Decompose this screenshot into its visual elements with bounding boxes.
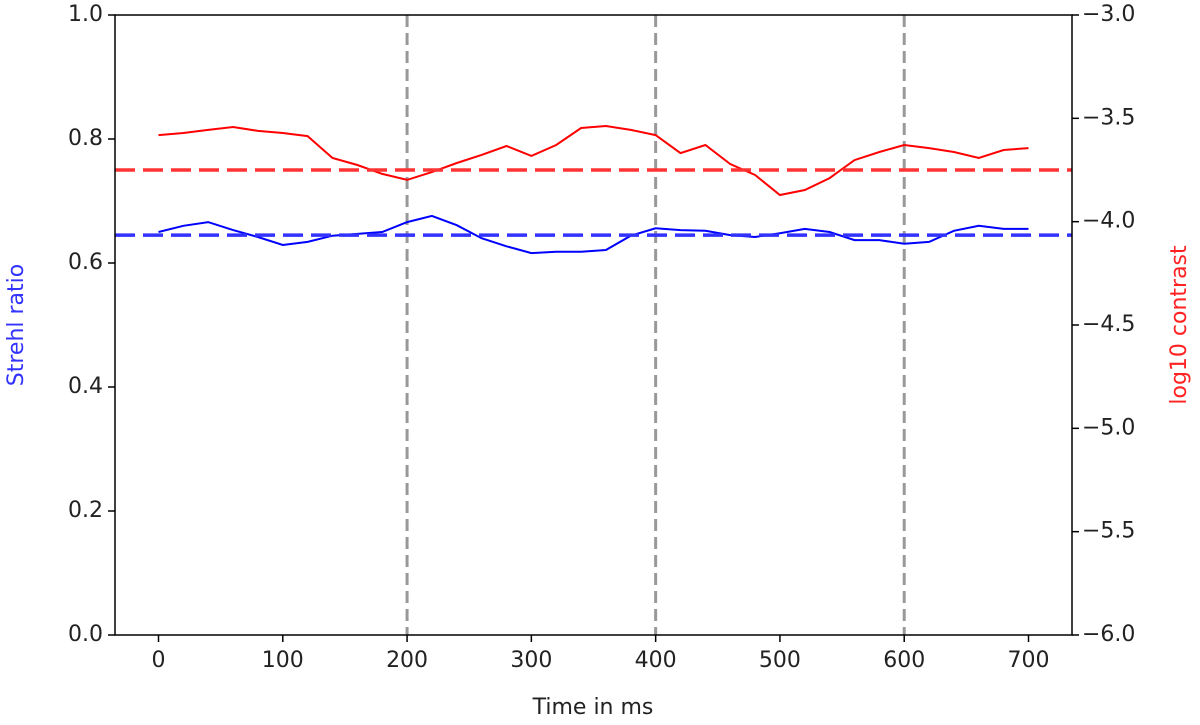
x-tick-label: 100 <box>262 648 304 673</box>
x-tick-label: 200 <box>386 648 428 673</box>
y-tick-label: 0.4 <box>68 374 103 399</box>
y-tick-label: 0.0 <box>68 622 103 647</box>
y-tick-label: 0.2 <box>68 498 103 523</box>
plot-frame <box>114 14 1073 636</box>
x-tick-label: 300 <box>510 648 552 673</box>
y2-tick-label: −5.5 <box>1082 519 1135 544</box>
y-tick-label: 1.0 <box>68 2 103 27</box>
y2-tick-label: −4.0 <box>1082 209 1135 234</box>
y2-tick-label: −4.5 <box>1082 312 1135 337</box>
y2-tick-label: −3.0 <box>1082 2 1135 27</box>
y2-tick-label: −6.0 <box>1082 622 1135 647</box>
x-tick-label: 400 <box>635 648 677 673</box>
data-line <box>158 214 1029 255</box>
x-axis-label: Time in ms <box>532 695 654 720</box>
y-tick-label: 0.8 <box>68 126 103 151</box>
x-tick-label: 700 <box>1008 648 1050 673</box>
y2-tick-label: −5.0 <box>1082 415 1135 440</box>
y-axis-label: Strehl ratio <box>4 264 29 386</box>
data-line <box>158 124 1029 197</box>
x-tick-label: 500 <box>759 648 801 673</box>
y2-axis-label: log10 contrast <box>1167 245 1192 405</box>
x-tick-label: 0 <box>152 648 166 673</box>
y2-tick-label: −3.5 <box>1082 105 1135 130</box>
x-tick-label: 600 <box>883 648 925 673</box>
y-tick-label: 0.6 <box>68 250 103 275</box>
